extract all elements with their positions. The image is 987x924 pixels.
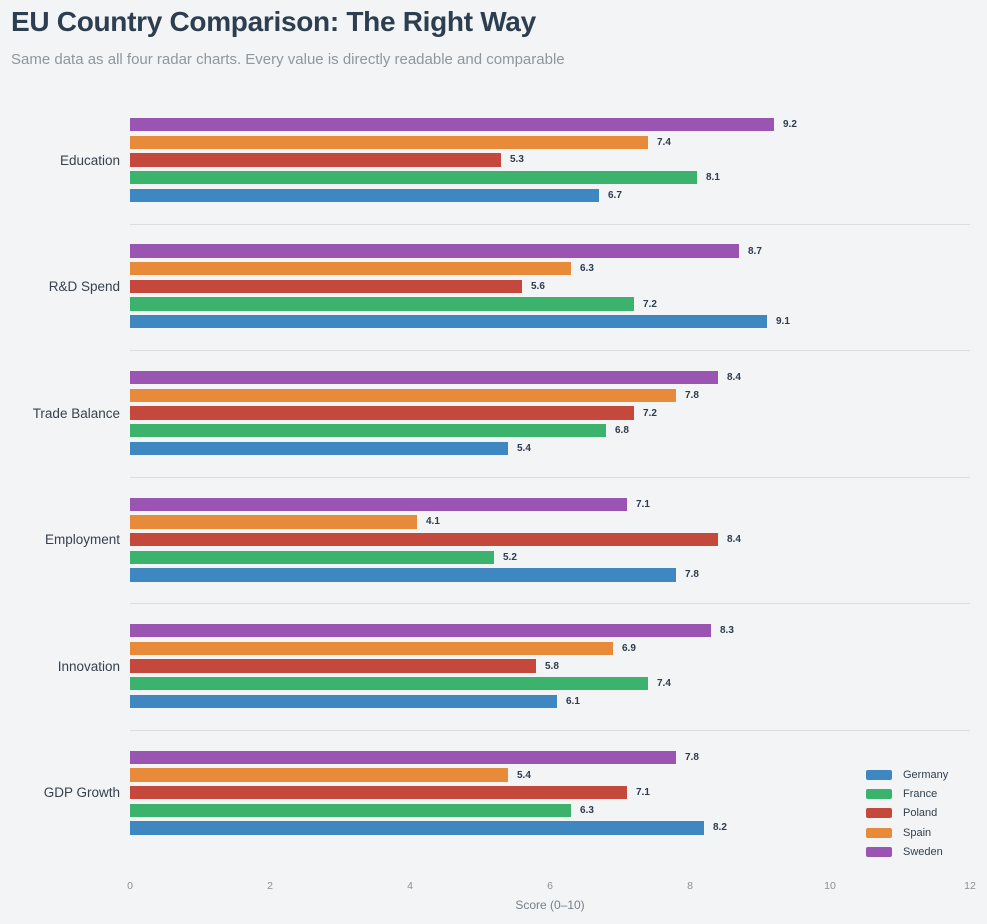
bar-poland-education (130, 153, 501, 167)
bar-france-employment (130, 550, 494, 564)
bar-sweden-education (130, 117, 774, 132)
chart-subtitle: Same data as all four radar charts. Ever… (11, 51, 565, 68)
x-axis-label: Score (0–10) (515, 898, 585, 912)
value-label-poland-r-d-spend: 5.6 (531, 280, 545, 292)
value-label-spain-r-d-spend: 6.3 (580, 263, 594, 275)
category-label-gdp-growth: GDP Growth (43, 785, 120, 801)
value-label-poland-employment: 8.4 (727, 534, 741, 546)
bar-sweden-trade-balance (130, 371, 718, 385)
bar-germany-r-d-spend (130, 315, 767, 329)
group-separator (130, 603, 970, 605)
bar-spain-education (130, 135, 648, 149)
x-tick-0: 0 (127, 880, 133, 892)
value-label-france-innovation: 7.4 (657, 678, 671, 690)
chart-title: EU Country Comparison: The Right Way (11, 6, 536, 37)
bar-germany-education (130, 188, 599, 202)
bar-france-gdp-growth (130, 803, 571, 817)
legend-swatch-germany (866, 769, 892, 780)
bar-poland-innovation (130, 659, 536, 673)
x-tick-12: 12 (964, 880, 976, 892)
value-label-sweden-innovation: 8.3 (720, 625, 734, 637)
bar-poland-trade-balance (130, 406, 634, 420)
value-label-poland-innovation: 5.8 (545, 660, 559, 672)
group-separator (130, 729, 970, 731)
legend-swatch-france (866, 789, 892, 799)
bar-poland-gdp-growth (130, 785, 627, 800)
bar-spain-r-d-spend (130, 262, 571, 276)
value-label-spain-education: 7.4 (657, 136, 671, 148)
value-label-france-r-d-spend: 7.2 (643, 298, 657, 310)
value-label-sweden-employment: 7.1 (636, 498, 650, 510)
value-label-spain-gdp-growth: 5.4 (517, 769, 531, 781)
bar-germany-trade-balance (130, 441, 508, 455)
legend-swatch-sweden (866, 846, 892, 857)
legend-label-poland: Poland (903, 807, 938, 820)
bar-spain-trade-balance (130, 388, 676, 403)
bar-spain-innovation (130, 641, 613, 656)
group-separator (130, 476, 970, 478)
value-label-poland-education: 5.3 (510, 154, 524, 166)
bar-spain-gdp-growth (130, 768, 508, 782)
bar-poland-r-d-spend (130, 279, 522, 294)
legend-label-france: France (903, 788, 938, 800)
value-label-france-trade-balance: 6.8 (615, 425, 629, 437)
bar-germany-gdp-growth (130, 821, 704, 835)
legend-label-sweden: Sweden (903, 845, 943, 858)
bar-france-education (130, 170, 697, 185)
bar-spain-employment (130, 515, 417, 529)
legend-label-germany: Germany (903, 768, 949, 781)
x-tick-4: 4 (407, 880, 413, 892)
bar-sweden-innovation (130, 624, 711, 638)
category-label-employment: Employment (44, 532, 120, 548)
category-label-r-d-spend: R&D Spend (48, 279, 120, 295)
value-label-germany-r-d-spend: 9.1 (776, 316, 790, 328)
value-label-sweden-education: 9.2 (783, 119, 797, 131)
bar-france-innovation (130, 677, 648, 691)
bar-sweden-r-d-spend (130, 244, 739, 258)
category-label-innovation: Innovation (57, 658, 120, 674)
bar-germany-employment (130, 568, 676, 582)
value-label-france-employment: 5.2 (503, 551, 517, 563)
bar-sweden-gdp-growth (130, 750, 676, 765)
bar-sweden-employment (130, 497, 627, 511)
category-label-education: Education (59, 152, 120, 168)
value-label-poland-gdp-growth: 7.1 (636, 787, 650, 799)
bar-france-trade-balance (130, 423, 606, 438)
legend-label-spain: Spain (903, 826, 932, 839)
value-label-france-education: 8.1 (706, 172, 720, 184)
x-tick-2: 2 (267, 880, 273, 892)
value-label-spain-trade-balance: 7.8 (685, 389, 699, 401)
value-label-germany-education: 6.7 (608, 189, 622, 201)
group-separator (130, 223, 970, 225)
value-label-germany-trade-balance: 5.4 (517, 442, 531, 454)
value-label-poland-trade-balance: 7.2 (643, 407, 657, 419)
bar-germany-innovation (130, 694, 557, 709)
x-tick-8: 8 (687, 880, 693, 892)
value-label-france-gdp-growth: 6.3 (580, 804, 594, 816)
group-separator (130, 350, 970, 352)
value-label-germany-employment: 7.8 (685, 569, 699, 581)
value-label-sweden-trade-balance: 8.4 (727, 372, 741, 384)
x-tick-6: 6 (547, 880, 553, 892)
legend-swatch-poland (866, 808, 892, 819)
value-label-germany-gdp-growth: 8.2 (713, 822, 727, 834)
value-label-germany-innovation: 6.1 (566, 695, 580, 707)
value-label-spain-employment: 4.1 (426, 516, 440, 528)
value-label-sweden-r-d-spend: 8.7 (748, 245, 762, 257)
category-label-trade-balance: Trade Balance (32, 405, 120, 421)
x-tick-10: 10 (824, 880, 836, 892)
value-label-spain-innovation: 6.9 (622, 642, 636, 654)
legend-swatch-spain (866, 827, 892, 838)
value-label-sweden-gdp-growth: 7.8 (685, 751, 699, 763)
bar-france-r-d-spend (130, 297, 634, 311)
bar-poland-employment (130, 532, 718, 547)
